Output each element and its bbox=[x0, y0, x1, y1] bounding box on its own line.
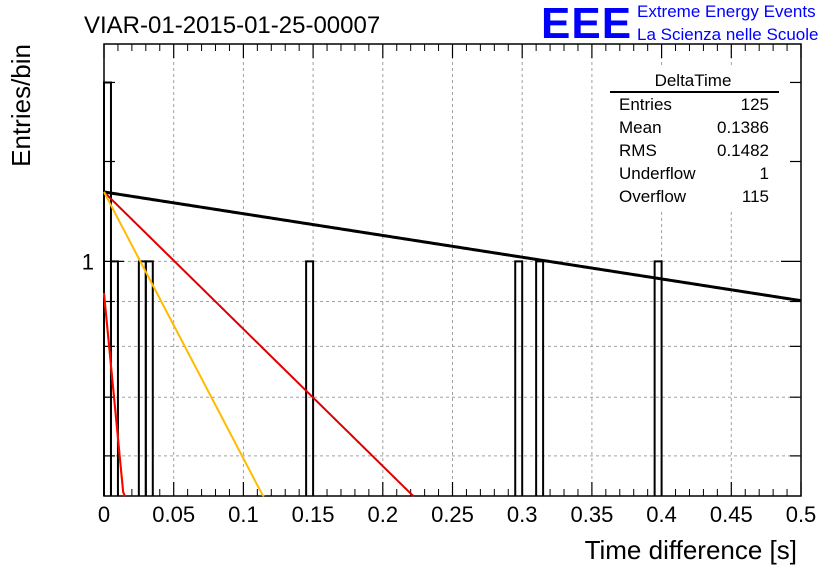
fit-curve bbox=[103, 293, 126, 497]
x-tick-labels: 0 0.05 0.1 0.15 0.2 0.25 0.3 0.35 0.4 0.45 0.5 bbox=[98, 502, 816, 527]
x-tick-label: 0 bbox=[98, 502, 110, 527]
x-tick-label: 0.05 bbox=[152, 502, 195, 527]
y-tick-labels: 1 bbox=[82, 249, 94, 274]
fit-curve bbox=[103, 190, 802, 303]
eee-logo-mark: EEE bbox=[541, 0, 632, 48]
x-tick-label: 0.4 bbox=[646, 502, 677, 527]
stats-row-value: 0.1386 bbox=[717, 118, 769, 137]
histogram-bin bbox=[305, 260, 315, 496]
eee-logo-line2: La Scienza nelle Scuole bbox=[637, 25, 818, 44]
fit-curve bbox=[103, 191, 265, 497]
histogram-bin bbox=[109, 260, 119, 496]
grid bbox=[104, 44, 801, 496]
stats-row-value: 125 bbox=[741, 95, 769, 114]
chart-title: VIAR-01-2015-01-25-00007 bbox=[84, 12, 380, 39]
stats-title: DeltaTime bbox=[655, 71, 732, 90]
x-axis-label: Time difference [s] bbox=[585, 535, 797, 565]
histogram-bin bbox=[103, 81, 112, 496]
histogram-bin bbox=[514, 260, 524, 496]
x-tick-label: 0.1 bbox=[228, 502, 259, 527]
stats-rows: Entries 125 Mean 0.1386 RMS 0.1482 Underflow 1 O… bbox=[619, 95, 769, 206]
fit-curves bbox=[103, 190, 802, 497]
eee-logo-line1: Extreme Energy Events bbox=[637, 2, 816, 21]
histogram-bin bbox=[137, 260, 147, 496]
x-tick-label: 0.25 bbox=[431, 502, 474, 527]
x-tick-label: 0.45 bbox=[710, 502, 753, 527]
y-axis-label: Entries/bin bbox=[6, 44, 36, 167]
stats-row-label: Mean bbox=[619, 118, 662, 137]
x-tick-label: 0.35 bbox=[570, 502, 613, 527]
stats-row-label: Entries bbox=[619, 95, 672, 114]
stats-row-value: 0.1482 bbox=[717, 141, 769, 160]
fit-curve bbox=[103, 191, 415, 497]
stats-row-value: 1 bbox=[760, 164, 769, 183]
x-tick-label: 0.2 bbox=[368, 502, 399, 527]
stats-row-label: Underflow bbox=[619, 164, 696, 183]
eee-logo: EEE Extreme Energy Events La Scienza nel… bbox=[541, 0, 818, 48]
stats-row-label: RMS bbox=[619, 141, 657, 160]
x-tick-label: 0.15 bbox=[292, 502, 335, 527]
histogram-bin bbox=[144, 260, 154, 496]
x-tick-label: 0.3 bbox=[507, 502, 538, 527]
y-tick-label: 1 bbox=[82, 249, 94, 274]
stats-row-label: Overflow bbox=[619, 187, 687, 206]
histogram-bin bbox=[535, 260, 545, 496]
stats-row-value: 115 bbox=[742, 187, 769, 206]
histogram-bins bbox=[103, 81, 663, 496]
histogram-bin bbox=[653, 260, 663, 496]
stats-box: DeltaTime Entries 125 Mean 0.1386 RMS 0.1482 U… bbox=[608, 68, 786, 210]
x-tick-label: 0.5 bbox=[786, 502, 817, 527]
